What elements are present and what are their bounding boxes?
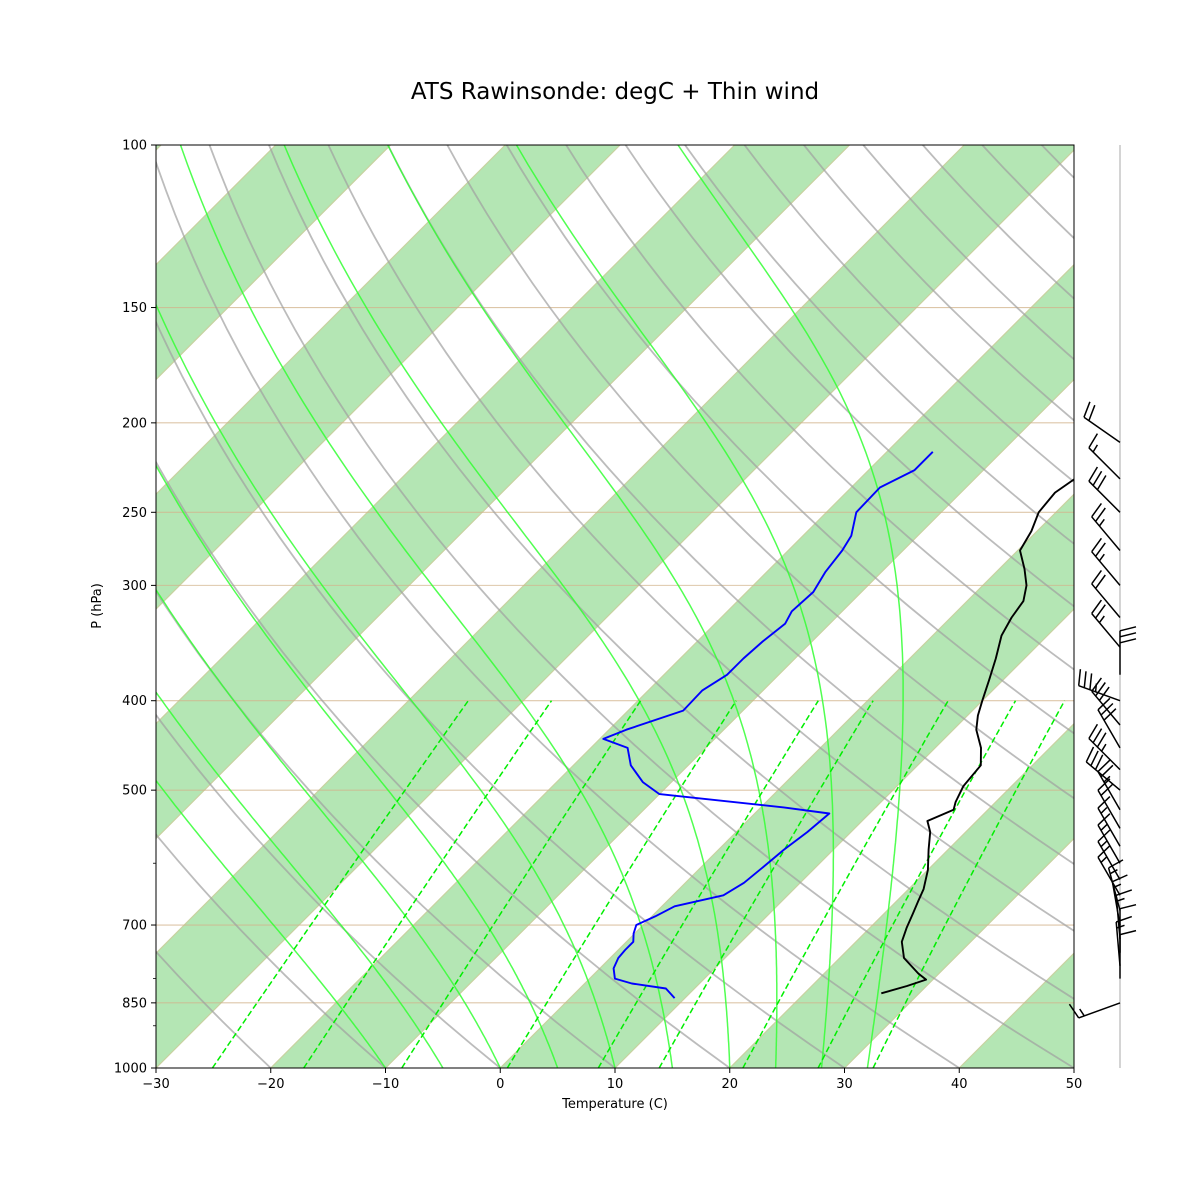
y-tick-label: 200: [122, 416, 147, 431]
y-tick-label: 250: [122, 506, 147, 521]
x-tick-label: −20: [257, 1077, 284, 1092]
wind-barb: [1098, 760, 1120, 810]
x-axis-label: Temperature (C): [561, 1097, 668, 1112]
x-axis-ticks: −30 −20 −10 0 10 20 30 40 50: [142, 1068, 1082, 1092]
x-tick-label: 0: [496, 1077, 504, 1092]
x-tick-label: −10: [372, 1077, 399, 1092]
y-tick-label: 500: [122, 784, 147, 799]
y-tick-label: 850: [122, 996, 147, 1011]
wind-barb: [1120, 627, 1136, 675]
wind-barb-stroke: [1092, 570, 1120, 617]
y-tick-label: 150: [122, 301, 147, 316]
wind-barb: [1120, 931, 1136, 979]
wind-barb-stroke: [1089, 724, 1120, 769]
wind-barb-stroke: [1098, 760, 1120, 810]
y-tick-label: 300: [122, 579, 147, 594]
chart-title: ATS Rawinsonde: degC + Thin wind: [411, 79, 819, 105]
wind-barb-stroke: [1079, 669, 1120, 701]
wind-barb: [1079, 669, 1120, 701]
y-tick-label: 400: [122, 694, 147, 709]
wind-barb-stroke: [1120, 931, 1136, 979]
dry-adiabat: [1101, 145, 1200, 1068]
wind-barb: [1092, 600, 1120, 647]
x-tick-label: −30: [142, 1077, 169, 1092]
wind-barb: [1092, 570, 1120, 617]
wind-barbs: [1069, 402, 1136, 1018]
x-tick-label: 40: [951, 1077, 968, 1092]
wind-barb: [1069, 1003, 1120, 1018]
wind-barb-stroke: [1120, 627, 1136, 675]
y-tick-label: 1000: [114, 1062, 147, 1077]
wind-barb-stroke: [1092, 600, 1120, 647]
y-tick-label: 700: [122, 919, 147, 934]
wind-barb: [1084, 402, 1120, 443]
x-tick-label: 30: [836, 1077, 853, 1092]
x-tick-label: 50: [1066, 1077, 1083, 1092]
y-axis-label: P (hPa): [90, 583, 105, 629]
wind-barb: [1089, 724, 1120, 769]
x-tick-label: 20: [721, 1077, 738, 1092]
wind-barb-stroke: [1069, 1003, 1120, 1018]
y-tick-label: 100: [122, 139, 147, 154]
wind-barb: [1120, 905, 1136, 953]
y-axis-ticks: 100 150 200 250 300 400 500 700 850 1000: [114, 139, 156, 1077]
wind-barb-stroke: [1084, 402, 1120, 443]
wind-barb-stroke: [1092, 503, 1120, 550]
wind-barb: [1092, 503, 1120, 550]
x-tick-label: 10: [607, 1077, 624, 1092]
wind-barb-stroke: [1120, 905, 1136, 953]
